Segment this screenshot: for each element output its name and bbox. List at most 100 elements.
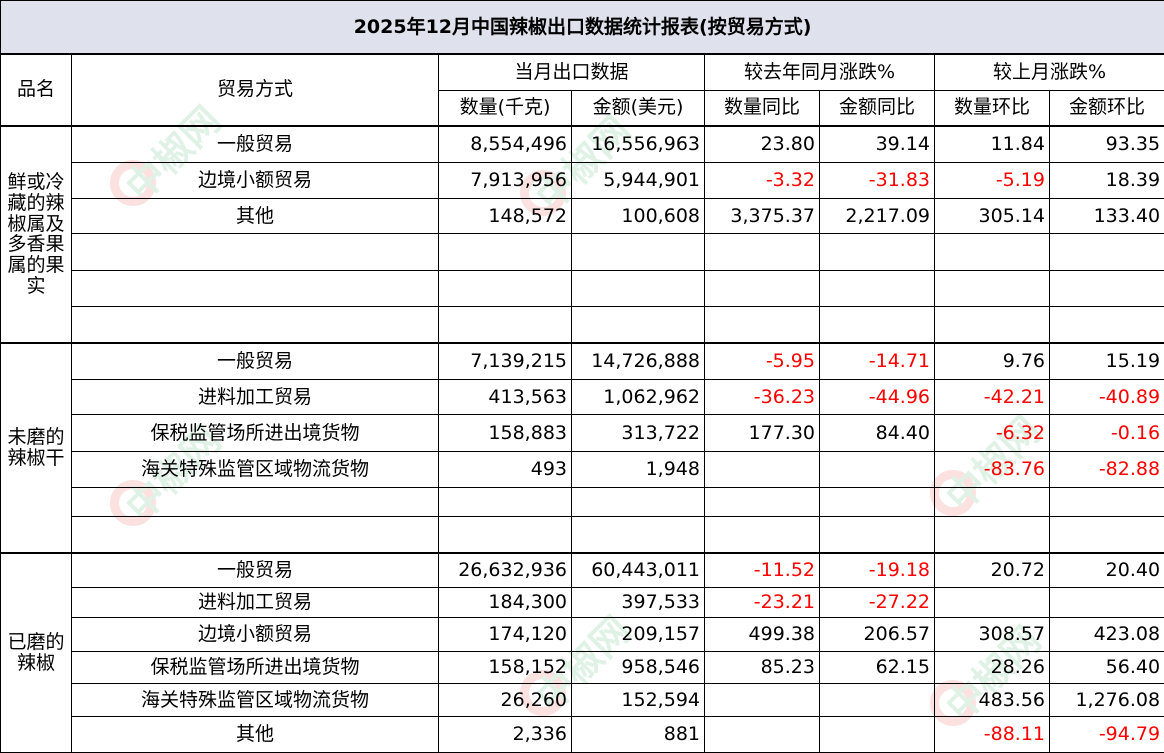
value-cell-amt-yoy	[819, 516, 935, 554]
value-cell-amt: 16,556,963	[571, 124, 705, 163]
value-cell-qty-yoy	[704, 683, 820, 718]
table-row: 其他 2,336 881 -88.11 -94.79	[1, 716, 1164, 753]
header-amt-mom: 金额环比	[1048, 89, 1164, 127]
table-row	[1, 233, 1164, 271]
header-qty-yoy: 数量同比	[704, 89, 820, 127]
value-cell-amt-yoy: 62.15	[819, 650, 935, 685]
value-cell-qty-yoy: 3,375.37	[704, 198, 820, 235]
value-cell-amt	[571, 233, 705, 271]
value-cell-qty: 7,913,956	[438, 161, 572, 200]
value-cell-qty-mom: 305.14	[934, 198, 1050, 235]
table-row: 进料加工贸易 413,563 1,062,962 -36.23 -44.96 -42.21…	[1, 378, 1164, 416]
value-cell-qty: 7,139,215	[438, 342, 572, 380]
header-amt: 金额(美元)	[571, 89, 705, 127]
value-cell-amt-mom: 15.19	[1048, 342, 1164, 380]
value-cell-amt-mom: 423.08	[1048, 617, 1164, 652]
value-cell-amt-yoy: -19.18	[819, 552, 935, 589]
value-cell-qty-yoy: 177.30	[704, 414, 820, 452]
value-cell-qty-mom: -5.19	[934, 161, 1050, 200]
value-cell-amt-mom: -82.88	[1048, 450, 1164, 489]
value-cell-amt-mom: -0.16	[1048, 414, 1164, 452]
trade-mode-cell	[71, 487, 439, 518]
value-cell-qty-yoy	[704, 269, 820, 308]
value-cell-amt-yoy: -27.22	[819, 587, 935, 619]
value-cell-amt-yoy: -14.71	[819, 342, 935, 380]
value-cell-amt	[571, 516, 705, 554]
value-cell-amt-mom: 1,276.08	[1048, 683, 1164, 718]
value-cell-amt-yoy: 84.40	[819, 414, 935, 452]
value-cell-qty: 26,632,936	[438, 552, 572, 589]
value-cell-qty	[438, 269, 572, 308]
trade-mode-cell	[71, 306, 439, 344]
value-cell-qty-mom	[934, 516, 1050, 554]
value-cell-qty-yoy	[704, 450, 820, 489]
trade-mode-cell: 其他	[71, 198, 439, 235]
value-cell-amt-yoy	[819, 683, 935, 718]
value-cell-amt: 881	[571, 716, 705, 753]
value-cell-amt-mom: 56.40	[1048, 650, 1164, 685]
header-product: 品名	[0, 53, 72, 127]
trade-mode-cell: 一般贸易	[71, 552, 439, 589]
trade-mode-cell	[71, 233, 439, 271]
value-cell-amt: 1,062,962	[571, 378, 705, 416]
value-cell-amt-yoy	[819, 487, 935, 518]
value-cell-amt	[571, 306, 705, 344]
value-cell-qty-mom: -83.76	[934, 450, 1050, 489]
value-cell-amt-mom: 133.40	[1048, 198, 1164, 235]
value-cell-qty-yoy	[704, 306, 820, 344]
trade-mode-cell: 保税监管场所进出境货物	[71, 650, 439, 685]
value-cell-amt: 152,594	[571, 683, 705, 718]
table-row: 保税监管场所进出境货物 158,152 958,546 85.23 62.15 28.26…	[1, 650, 1164, 685]
value-cell-amt-mom	[1048, 516, 1164, 554]
value-cell-amt-yoy: 2,217.09	[819, 198, 935, 235]
value-cell-qty-mom	[934, 306, 1050, 344]
trade-mode-cell: 进料加工贸易	[71, 587, 439, 619]
table-row: 其他 148,572 100,608 3,375.37 2,217.09 305.14 13…	[1, 198, 1164, 235]
value-cell-qty-mom	[934, 487, 1050, 518]
value-cell-amt-yoy: -31.83	[819, 161, 935, 200]
value-cell-qty: 26,260	[438, 683, 572, 718]
value-cell-amt-mom	[1048, 269, 1164, 308]
value-cell-amt: 1,948	[571, 450, 705, 489]
header-qty-mom: 数量环比	[934, 89, 1050, 127]
value-cell-qty: 148,572	[438, 198, 572, 235]
category-name: 未磨的辣椒干	[0, 342, 72, 554]
value-cell-qty-mom: -42.21	[934, 378, 1050, 416]
value-cell-qty	[438, 233, 572, 271]
value-cell-qty-mom	[934, 233, 1050, 271]
value-cell-amt-yoy	[819, 306, 935, 344]
value-cell-qty-mom: 9.76	[934, 342, 1050, 380]
table-row: 鲜或冷藏的辣椒属及多香果属的果实 一般贸易 8,554,496 16,556,963 2…	[0, 124, 1164, 344]
value-cell-qty-mom: 11.84	[934, 124, 1050, 163]
value-cell-qty-mom: 483.56	[934, 683, 1050, 718]
trade-mode-cell: 海关特殊监管区域物流货物	[71, 683, 439, 718]
table-row: 海关特殊监管区域物流货物 493 1,948 -83.76 -82.88	[1, 450, 1164, 489]
value-cell-qty: 2,336	[438, 716, 572, 753]
header-amt-yoy: 金额同比	[819, 89, 935, 127]
trade-mode-cell: 一般贸易	[71, 124, 439, 163]
value-cell-qty: 174,120	[438, 617, 572, 652]
value-cell-amt-mom	[1048, 306, 1164, 344]
value-cell-qty-mom: -6.32	[934, 414, 1050, 452]
value-cell-amt-yoy	[819, 233, 935, 271]
value-cell-qty: 413,563	[438, 378, 572, 416]
report-title: 2025年12月中国辣椒出口数据统计报表(按贸易方式)	[0, 0, 1164, 56]
value-cell-qty: 8,554,496	[438, 124, 572, 163]
value-cell-amt: 958,546	[571, 650, 705, 685]
value-cell-amt-yoy: 206.57	[819, 617, 935, 652]
category-name: 已磨的辣椒	[0, 552, 72, 753]
table-row: 边境小额贸易 174,120 209,157 499.38 206.57 308.57 42…	[1, 617, 1164, 652]
value-cell-amt-yoy	[819, 269, 935, 308]
value-cell-qty-yoy: 23.80	[704, 124, 820, 163]
value-cell-amt: 397,533	[571, 587, 705, 619]
value-cell-amt: 14,726,888	[571, 342, 705, 380]
value-cell-qty	[438, 487, 572, 518]
value-cell-qty	[438, 306, 572, 344]
value-cell-qty: 158,152	[438, 650, 572, 685]
value-cell-qty-yoy	[704, 487, 820, 518]
value-cell-amt: 313,722	[571, 414, 705, 452]
value-cell-amt: 60,443,011	[571, 552, 705, 589]
value-cell-qty-mom	[934, 269, 1050, 308]
value-cell-qty-yoy	[704, 516, 820, 554]
